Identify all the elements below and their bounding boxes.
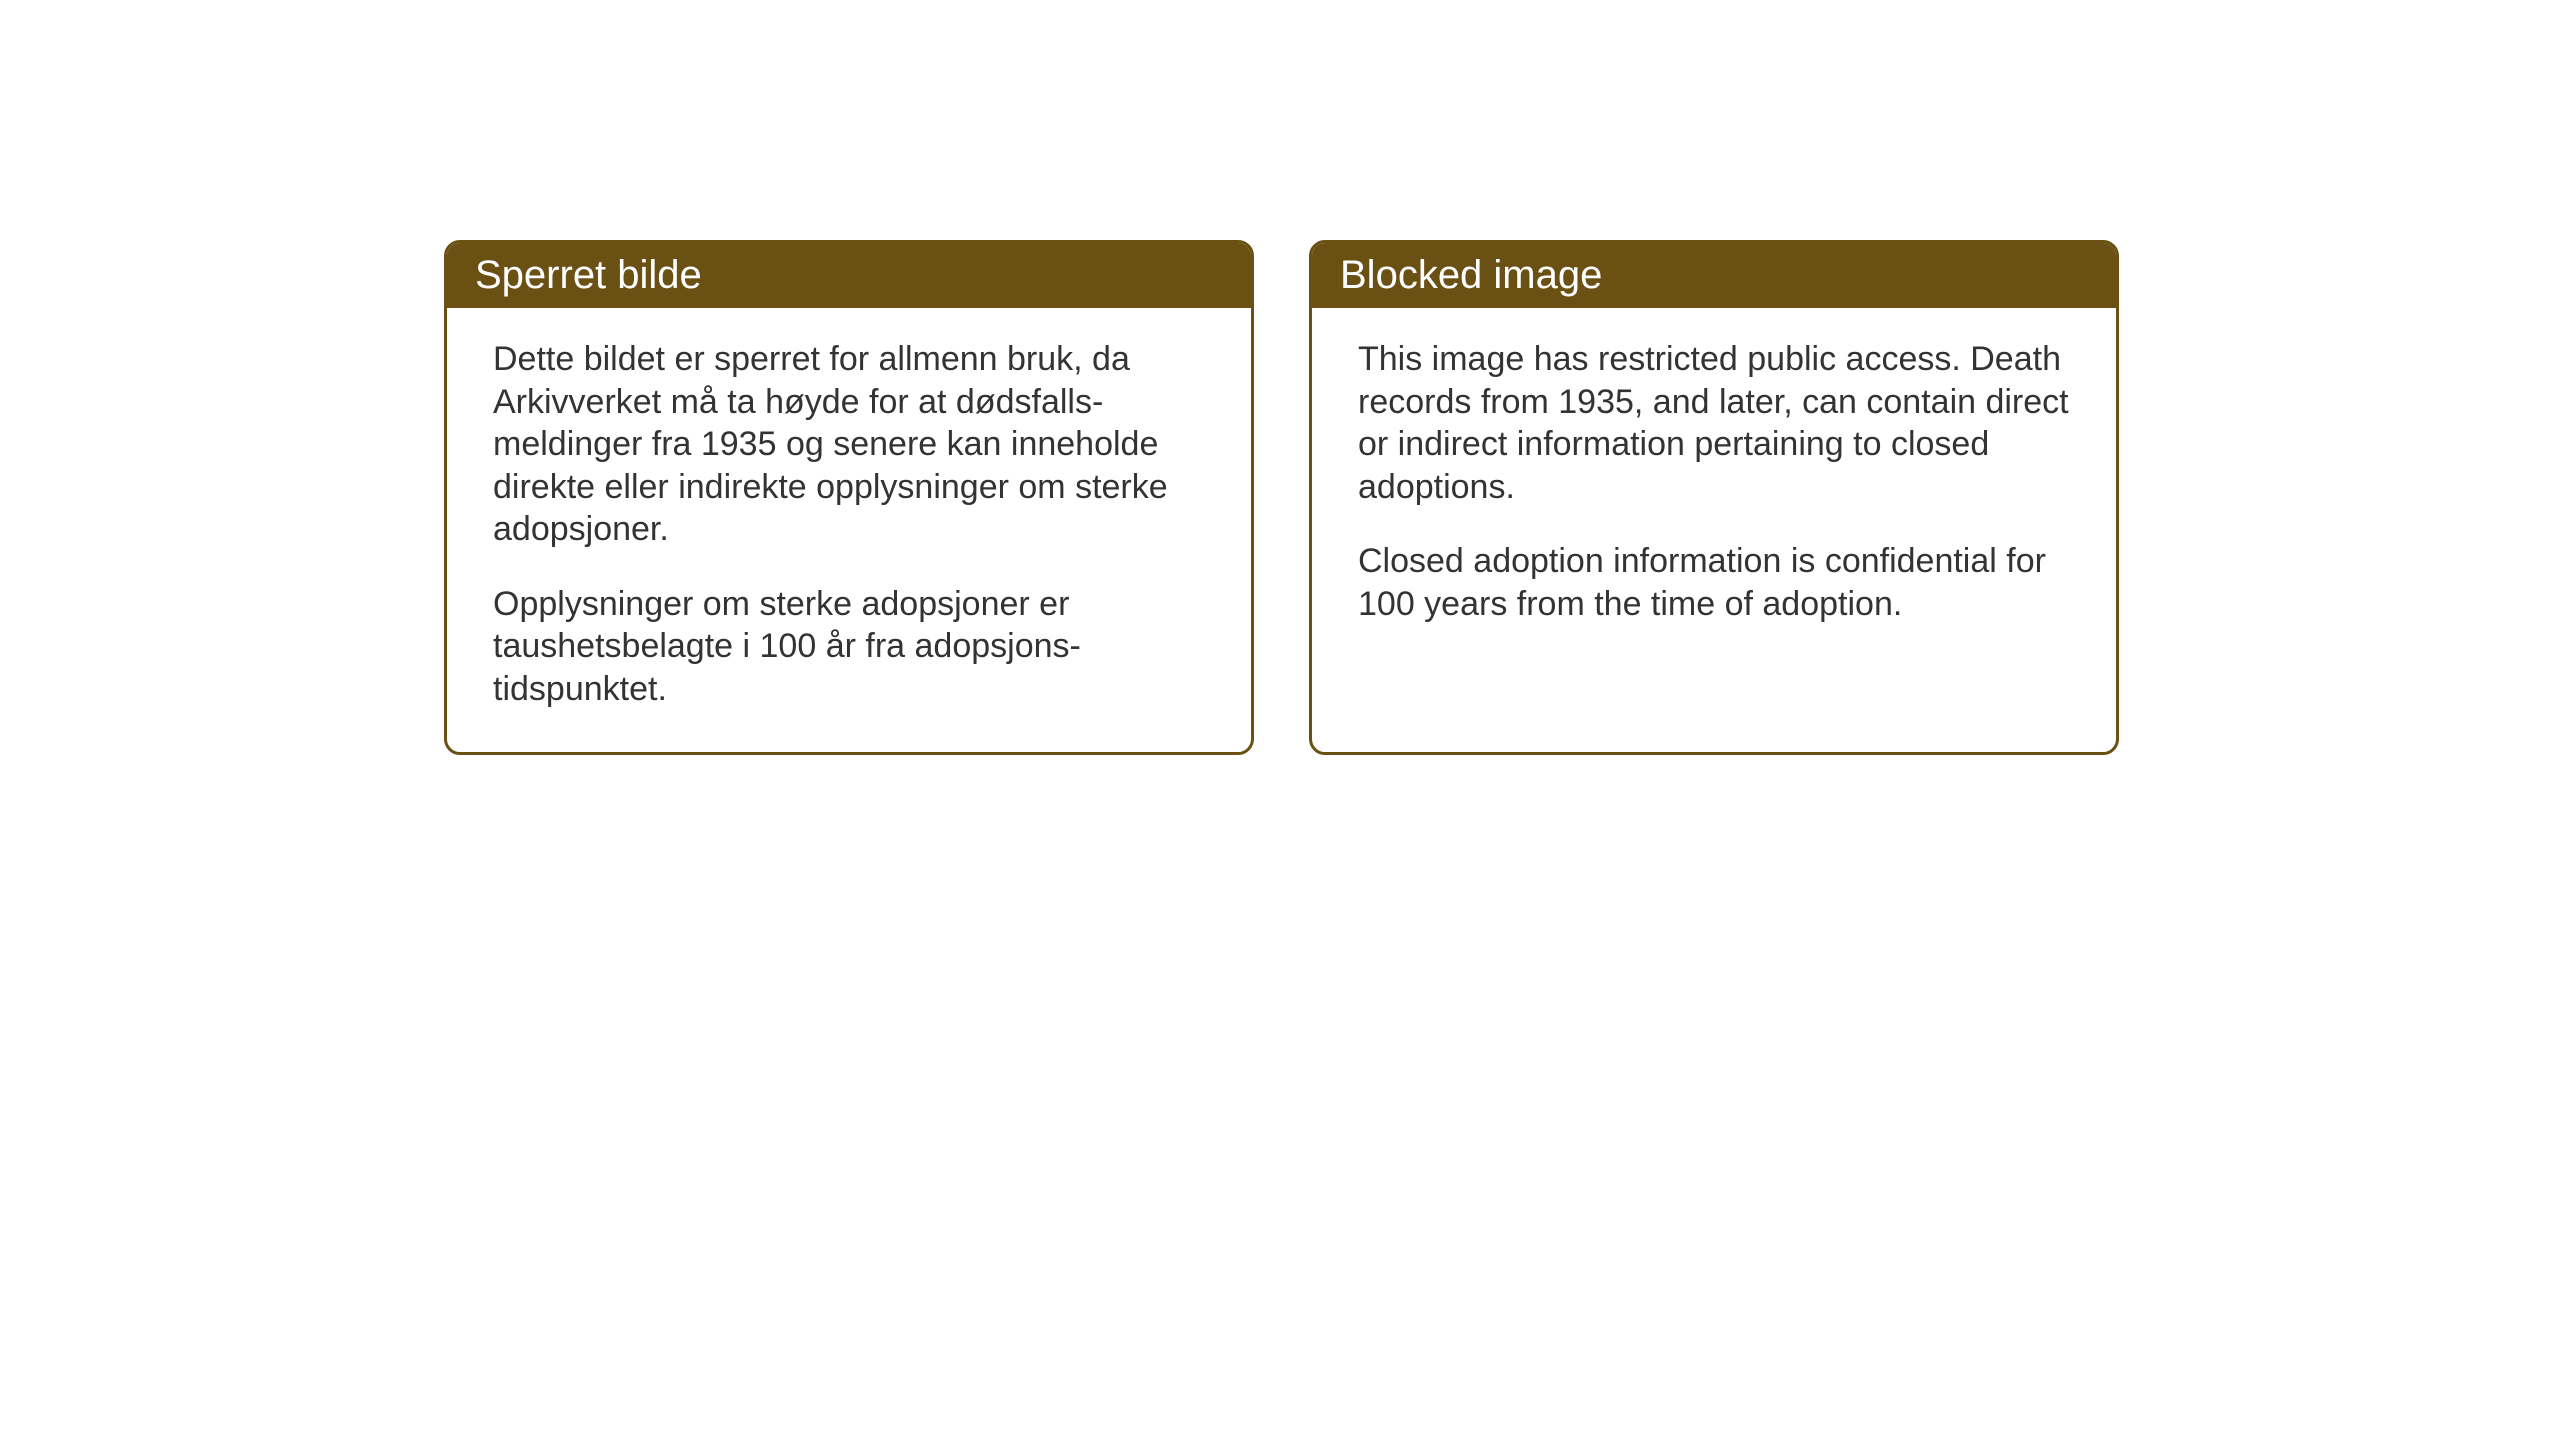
- card-body-english: This image has restricted public access.…: [1312, 308, 2116, 667]
- card-paragraph: Dette bildet er sperret for allmenn bruk…: [493, 338, 1205, 551]
- notice-card-norwegian: Sperret bilde Dette bildet er sperret fo…: [444, 240, 1254, 755]
- card-paragraph: Closed adoption information is confident…: [1358, 540, 2070, 625]
- notice-card-english: Blocked image This image has restricted …: [1309, 240, 2119, 755]
- card-header-norwegian: Sperret bilde: [447, 243, 1251, 308]
- card-title: Sperret bilde: [475, 253, 702, 297]
- card-paragraph: Opplysninger om sterke adopsjoner er tau…: [493, 583, 1205, 711]
- card-paragraph: This image has restricted public access.…: [1358, 338, 2070, 508]
- card-title: Blocked image: [1340, 253, 1602, 297]
- card-body-norwegian: Dette bildet er sperret for allmenn bruk…: [447, 308, 1251, 752]
- notice-cards-container: Sperret bilde Dette bildet er sperret fo…: [444, 240, 2119, 755]
- card-header-english: Blocked image: [1312, 243, 2116, 308]
